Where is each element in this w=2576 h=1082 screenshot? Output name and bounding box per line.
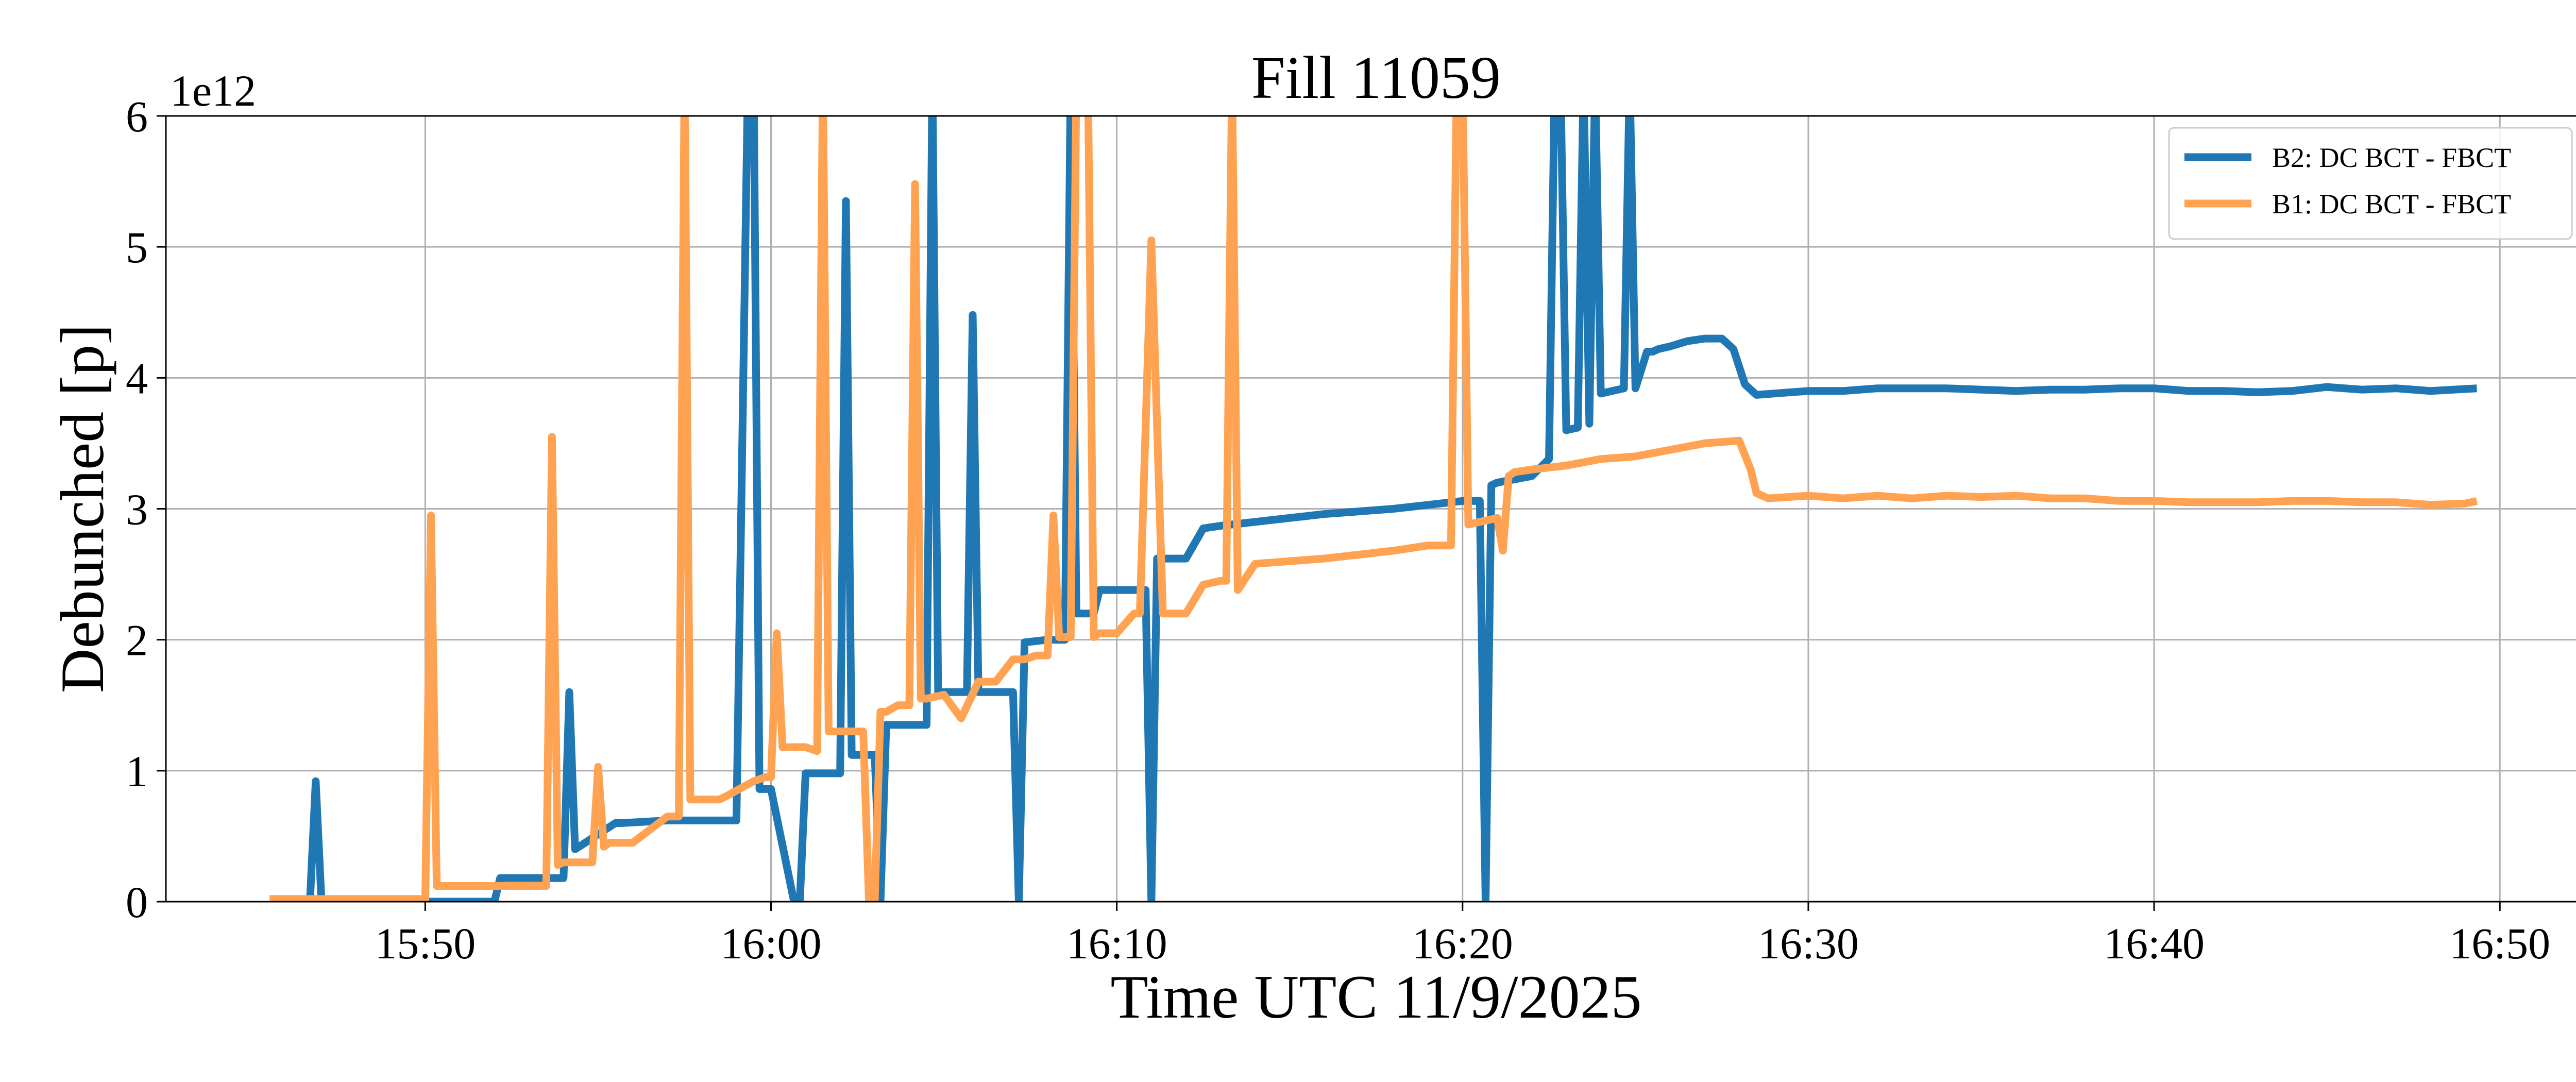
x-tick-label: 16:00 (721, 919, 822, 968)
x-tick-label: 16:20 (1412, 919, 1513, 968)
chart-title: Fill 11059 (1251, 44, 1501, 111)
series-line-b2 (269, 116, 2477, 902)
x-tick-label: 16:30 (1758, 919, 1859, 968)
series-line-b1 (269, 116, 2478, 902)
x-tick-label: 16:10 (1066, 919, 1167, 968)
y-tick-label: 4 (126, 353, 148, 403)
y-tick-label: 1 (126, 747, 148, 796)
legend-label-b2: B2: DC BCT - FBCT (2272, 142, 2511, 173)
y-tick-label: 6 (126, 92, 148, 141)
y-tick-label: 0 (126, 877, 148, 927)
x-tick-label: 16:50 (2449, 919, 2550, 968)
y-scale-label: 1e12 (170, 66, 256, 115)
legend-label-b1: B1: DC BCT - FBCT (2272, 189, 2511, 219)
series-layer (269, 116, 2478, 902)
legend-box (2168, 127, 2573, 240)
y-tick-label: 2 (126, 616, 148, 665)
y-tick-label: 3 (126, 485, 148, 534)
legend: B2: DC BCT - FBCT B1: DC BCT - FBCT (2168, 127, 2573, 240)
x-tick-label: 15:50 (375, 919, 476, 968)
y-tick-label: 5 (126, 223, 148, 272)
x-tick-label: 16:40 (2104, 919, 2205, 968)
ticks: 15:50 16:00 16:10 16:20 16:30 16:40 16:50 0 1 2 3 4… (126, 92, 2550, 968)
y-axis-label: Debunched [p] (48, 324, 116, 693)
x-axis-label: Time UTC 11/9/2025 (1110, 962, 1641, 1031)
